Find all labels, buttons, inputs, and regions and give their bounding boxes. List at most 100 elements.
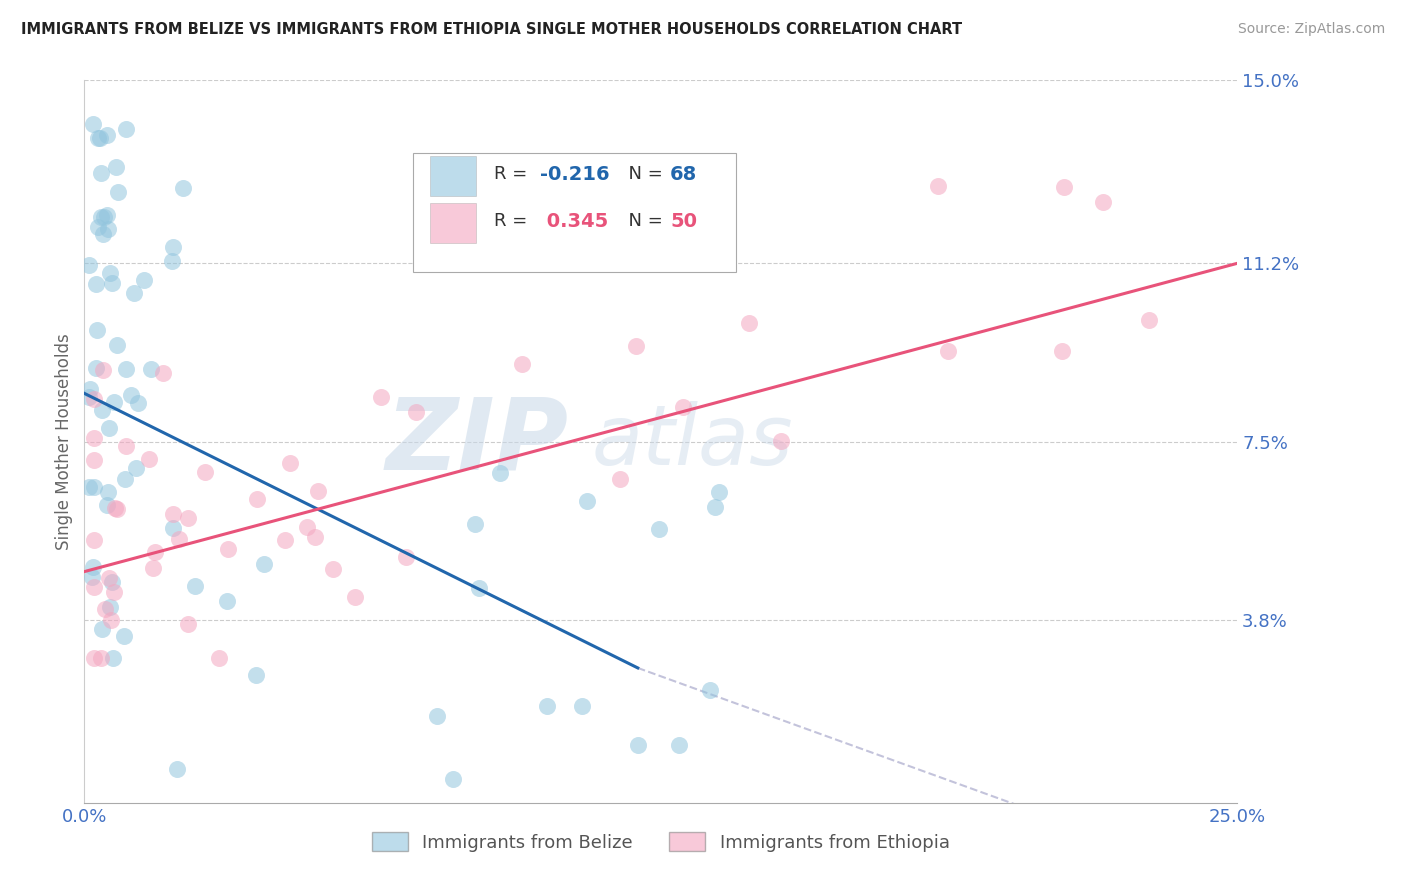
Point — [172, 181, 194, 195]
Point — [769, 434, 792, 448]
Point — [468, 582, 491, 596]
Point — [80, 570, 103, 584]
Point — [83, 651, 105, 665]
Point — [105, 338, 128, 352]
Point — [215, 593, 238, 607]
Point — [1092, 195, 1115, 210]
Y-axis label: Single Mother Households: Single Mother Households — [55, 334, 73, 549]
Point — [166, 762, 188, 776]
Point — [124, 461, 146, 475]
Point — [82, 117, 104, 131]
Point — [79, 382, 101, 396]
Point — [122, 286, 145, 301]
Point — [343, 590, 366, 604]
Point — [77, 480, 100, 494]
Point — [274, 533, 297, 547]
Text: -0.216: -0.216 — [540, 165, 609, 184]
Point — [162, 521, 184, 535]
Point — [169, 533, 191, 547]
Point — [77, 258, 100, 272]
Point — [162, 240, 184, 254]
Point — [1139, 313, 1161, 327]
Point — [1053, 179, 1076, 194]
Point — [83, 431, 105, 445]
Point — [114, 472, 136, 486]
Point — [115, 122, 138, 136]
Point — [91, 227, 114, 242]
Point — [98, 266, 121, 280]
Point — [77, 390, 100, 404]
Text: Source: ZipAtlas.com: Source: ZipAtlas.com — [1237, 22, 1385, 37]
Point — [143, 545, 166, 559]
Point — [98, 600, 121, 615]
Point — [177, 616, 200, 631]
Point — [141, 362, 163, 376]
Point — [571, 698, 593, 713]
Point — [395, 550, 418, 565]
Point — [104, 500, 127, 515]
Point — [82, 559, 104, 574]
Text: 50: 50 — [671, 211, 697, 231]
Point — [97, 571, 120, 585]
Point — [194, 465, 217, 479]
Point — [83, 580, 105, 594]
Point — [97, 484, 120, 499]
Point — [91, 622, 114, 636]
Point — [709, 484, 731, 499]
Point — [489, 466, 512, 480]
Point — [90, 651, 112, 665]
Point — [87, 131, 110, 145]
Point — [936, 343, 959, 358]
Point — [699, 682, 721, 697]
Point — [177, 511, 200, 525]
Point — [103, 394, 125, 409]
Point — [87, 220, 110, 235]
Point — [280, 456, 302, 470]
Point — [89, 131, 111, 145]
Point — [668, 738, 690, 752]
Point — [107, 185, 129, 199]
Point — [96, 208, 118, 222]
Point — [134, 273, 156, 287]
Point — [246, 491, 269, 506]
Point — [648, 522, 671, 536]
Point — [112, 629, 135, 643]
Text: atlas: atlas — [592, 401, 793, 482]
Point — [510, 357, 533, 371]
Text: ZIP: ZIP — [385, 393, 568, 490]
Text: 68: 68 — [671, 165, 697, 184]
Point — [208, 651, 231, 665]
Point — [426, 709, 449, 723]
Point — [127, 396, 149, 410]
Point — [103, 585, 125, 599]
Point — [184, 579, 207, 593]
Point — [97, 222, 120, 236]
Point — [90, 166, 112, 180]
Text: R =: R = — [494, 165, 533, 183]
Text: N =: N = — [617, 165, 668, 183]
Point — [96, 498, 118, 512]
FancyBboxPatch shape — [413, 153, 735, 272]
Point — [91, 362, 114, 376]
Point — [704, 500, 727, 514]
Point — [115, 362, 138, 376]
Point — [83, 453, 105, 467]
Point — [96, 128, 118, 142]
Point — [120, 388, 142, 402]
Point — [245, 668, 267, 682]
Point — [83, 480, 105, 494]
Point — [536, 222, 558, 236]
Point — [104, 160, 127, 174]
Point — [609, 472, 631, 486]
Point — [105, 502, 128, 516]
Point — [101, 650, 124, 665]
FancyBboxPatch shape — [430, 156, 477, 196]
Point — [370, 390, 392, 404]
Point — [217, 542, 239, 557]
Text: R =: R = — [494, 212, 533, 230]
Text: N =: N = — [617, 212, 668, 230]
Point — [738, 316, 761, 330]
Point — [142, 561, 165, 575]
Point — [115, 439, 138, 453]
Point — [322, 562, 344, 576]
